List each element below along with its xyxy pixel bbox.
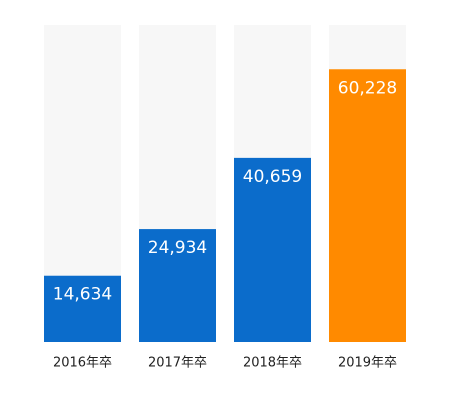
bar [139, 229, 216, 342]
bar [234, 157, 311, 342]
x-tick-label: 2017年卒 [148, 356, 207, 371]
value-label: 24,934 [148, 238, 207, 258]
value-label: 14,634 [53, 285, 112, 305]
x-tick-label: 2018年卒 [243, 356, 302, 371]
x-tick-label: 2016年卒 [53, 356, 112, 371]
bar [329, 69, 406, 342]
value-label: 60,228 [338, 78, 397, 98]
x-tick-label: 2019年卒 [338, 356, 397, 371]
value-label: 40,659 [243, 167, 302, 187]
bar [44, 275, 121, 342]
